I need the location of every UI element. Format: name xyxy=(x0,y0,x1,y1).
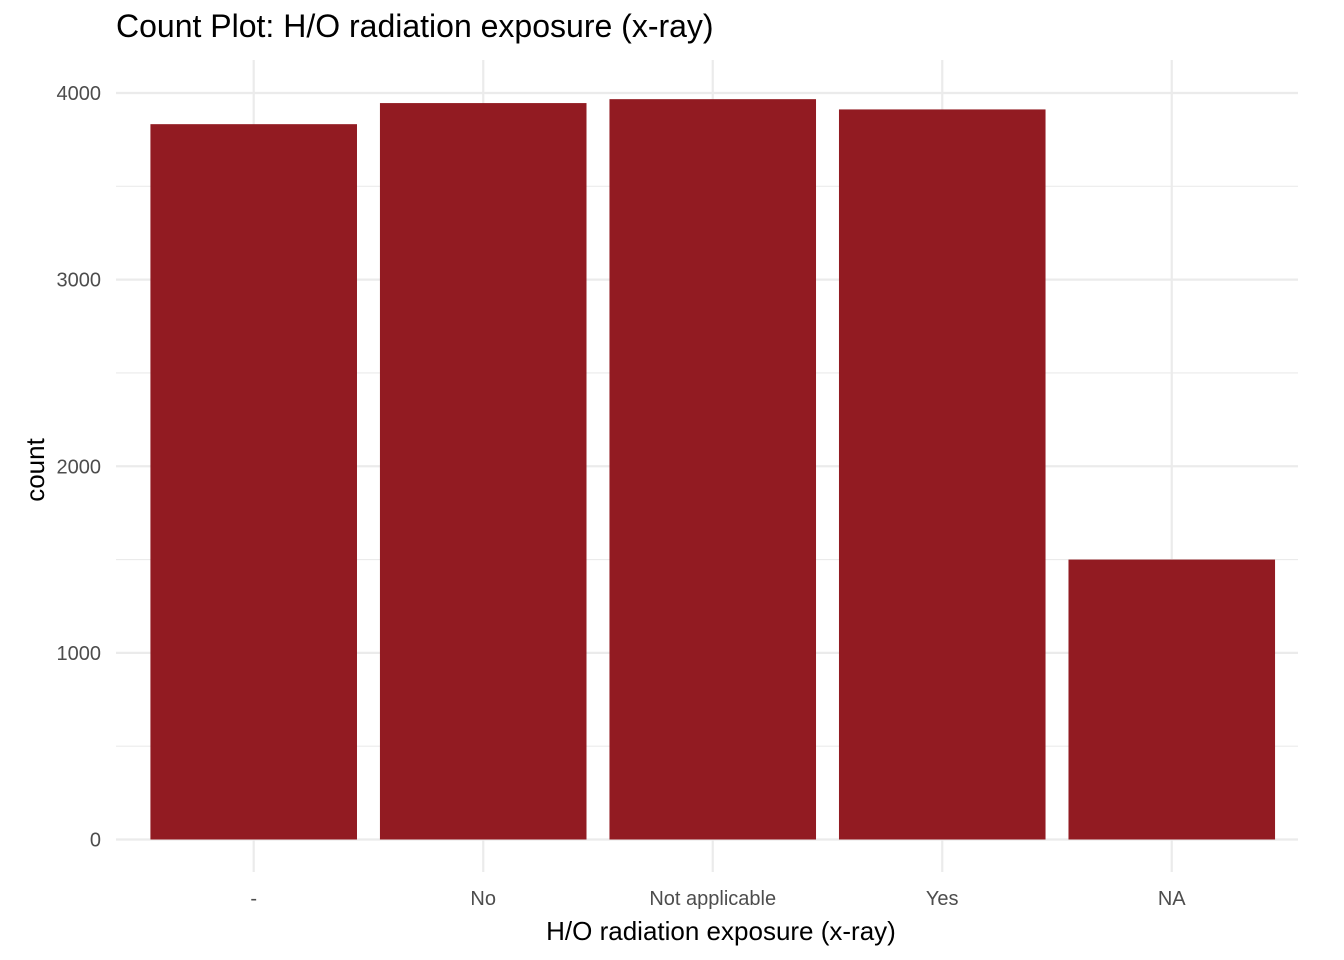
x-tick-label: - xyxy=(250,888,257,910)
x-tick-label: NA xyxy=(1158,888,1186,910)
y-tick-label: 4000 xyxy=(57,83,102,105)
y-tick-labels: 0 1000 2000 3000 4000 xyxy=(57,83,102,852)
chart-title: Count Plot: H/O radiation exposure (x-ra… xyxy=(116,8,714,44)
y-axis-title: count xyxy=(20,437,50,501)
y-tick-label: 2000 xyxy=(57,456,102,478)
x-tick-label: No xyxy=(470,888,496,910)
y-tick-label: 0 xyxy=(90,830,101,852)
x-tick-label: Yes xyxy=(926,888,959,910)
y-tick-label: 3000 xyxy=(57,270,102,292)
x-tick-labels: - No Not applicable Yes NA xyxy=(250,888,1186,910)
y-tick-label: 1000 xyxy=(57,643,102,665)
bar-3 xyxy=(609,99,817,840)
bars xyxy=(150,99,1276,840)
x-axis-title: H/O radiation exposure (x-ray) xyxy=(546,916,896,946)
bar-5 xyxy=(1068,559,1276,840)
bar-1 xyxy=(150,124,357,840)
bar-2 xyxy=(379,103,587,840)
bar-4 xyxy=(838,109,1046,840)
x-tick-label: Not applicable xyxy=(649,888,776,910)
